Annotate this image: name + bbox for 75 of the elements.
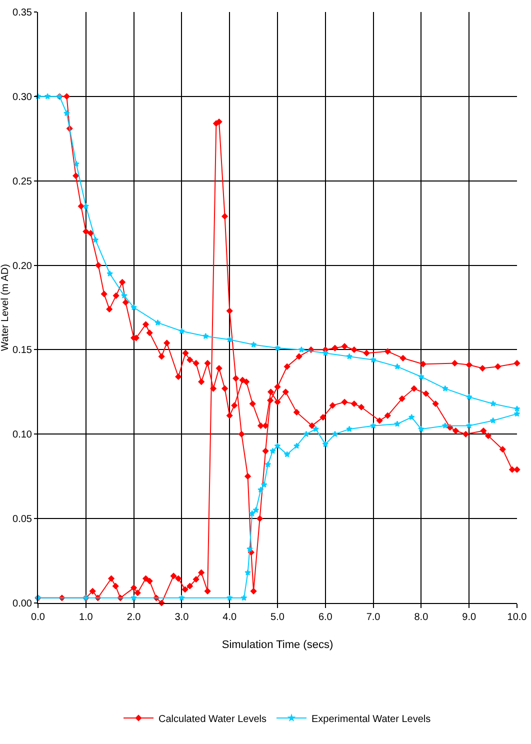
point [298,346,305,352]
y-tick-label: 0.35 [12,8,32,18]
point [250,341,257,348]
y-axis-title: Water Level (m AD) [0,264,11,351]
point [252,506,260,513]
point [274,442,281,449]
point [303,430,310,437]
point [466,394,472,400]
point [346,353,353,360]
point [490,417,496,424]
point [73,160,80,167]
x-tick-label: 7.0 [366,612,381,623]
point [106,270,114,276]
point [418,426,424,432]
point [121,292,128,298]
point [294,442,300,449]
point [178,328,185,334]
x-tick-label: 10.0 [507,612,528,623]
point [332,430,338,437]
point [370,422,376,428]
point [442,422,448,428]
point [418,373,424,380]
x-tick-label: 4.0 [222,612,237,623]
legend-label: Calculated Water Levels [158,714,267,725]
point [490,400,496,407]
y-tick-label: 0.20 [12,260,32,272]
point [514,410,520,417]
point [154,319,161,326]
y-tick-label: 0.00 [12,598,32,610]
point [44,93,51,100]
point [514,406,520,412]
point [226,336,233,342]
x-tick-label: 2.0 [126,612,142,623]
point [64,110,70,116]
point [394,363,400,370]
x-tick-label: 0.0 [31,612,46,623]
y-tick-label: 0.10 [12,430,32,441]
x-tick-label: 9.0 [462,612,476,623]
point [346,426,353,432]
point [246,546,253,552]
x-tick-label: 6.0 [318,612,333,623]
point [370,356,376,363]
point [322,440,329,448]
point [312,426,319,432]
y-tick-label: 0.30 [12,92,32,103]
point [130,594,137,601]
x-tick-label: 3.0 [174,612,190,623]
x-tick-label: 1.0 [78,612,94,623]
point [394,420,400,427]
x-tick-label: 5.0 [270,612,285,623]
point [466,422,472,428]
point [258,486,264,493]
point [82,202,90,209]
point [274,344,281,351]
legend-label: Experimental Water Levels [312,714,431,725]
point [260,482,268,488]
point [178,594,185,601]
point [442,385,448,392]
y-tick-label: 0.05 [12,514,32,526]
point [322,350,329,356]
point [202,332,209,339]
point [264,461,272,468]
x-tick-label: 8.0 [414,612,429,623]
y-tick-label: 0.25 [12,176,32,188]
point [408,414,415,420]
x-axis-title: Simulation Time (secs) [222,639,334,652]
y-tick-label: 0.15 [12,345,32,356]
point [270,448,276,454]
point [130,304,137,310]
point [240,594,248,601]
point [244,569,251,576]
point [284,451,290,458]
point [226,594,233,601]
point [92,236,99,243]
point [248,510,256,516]
